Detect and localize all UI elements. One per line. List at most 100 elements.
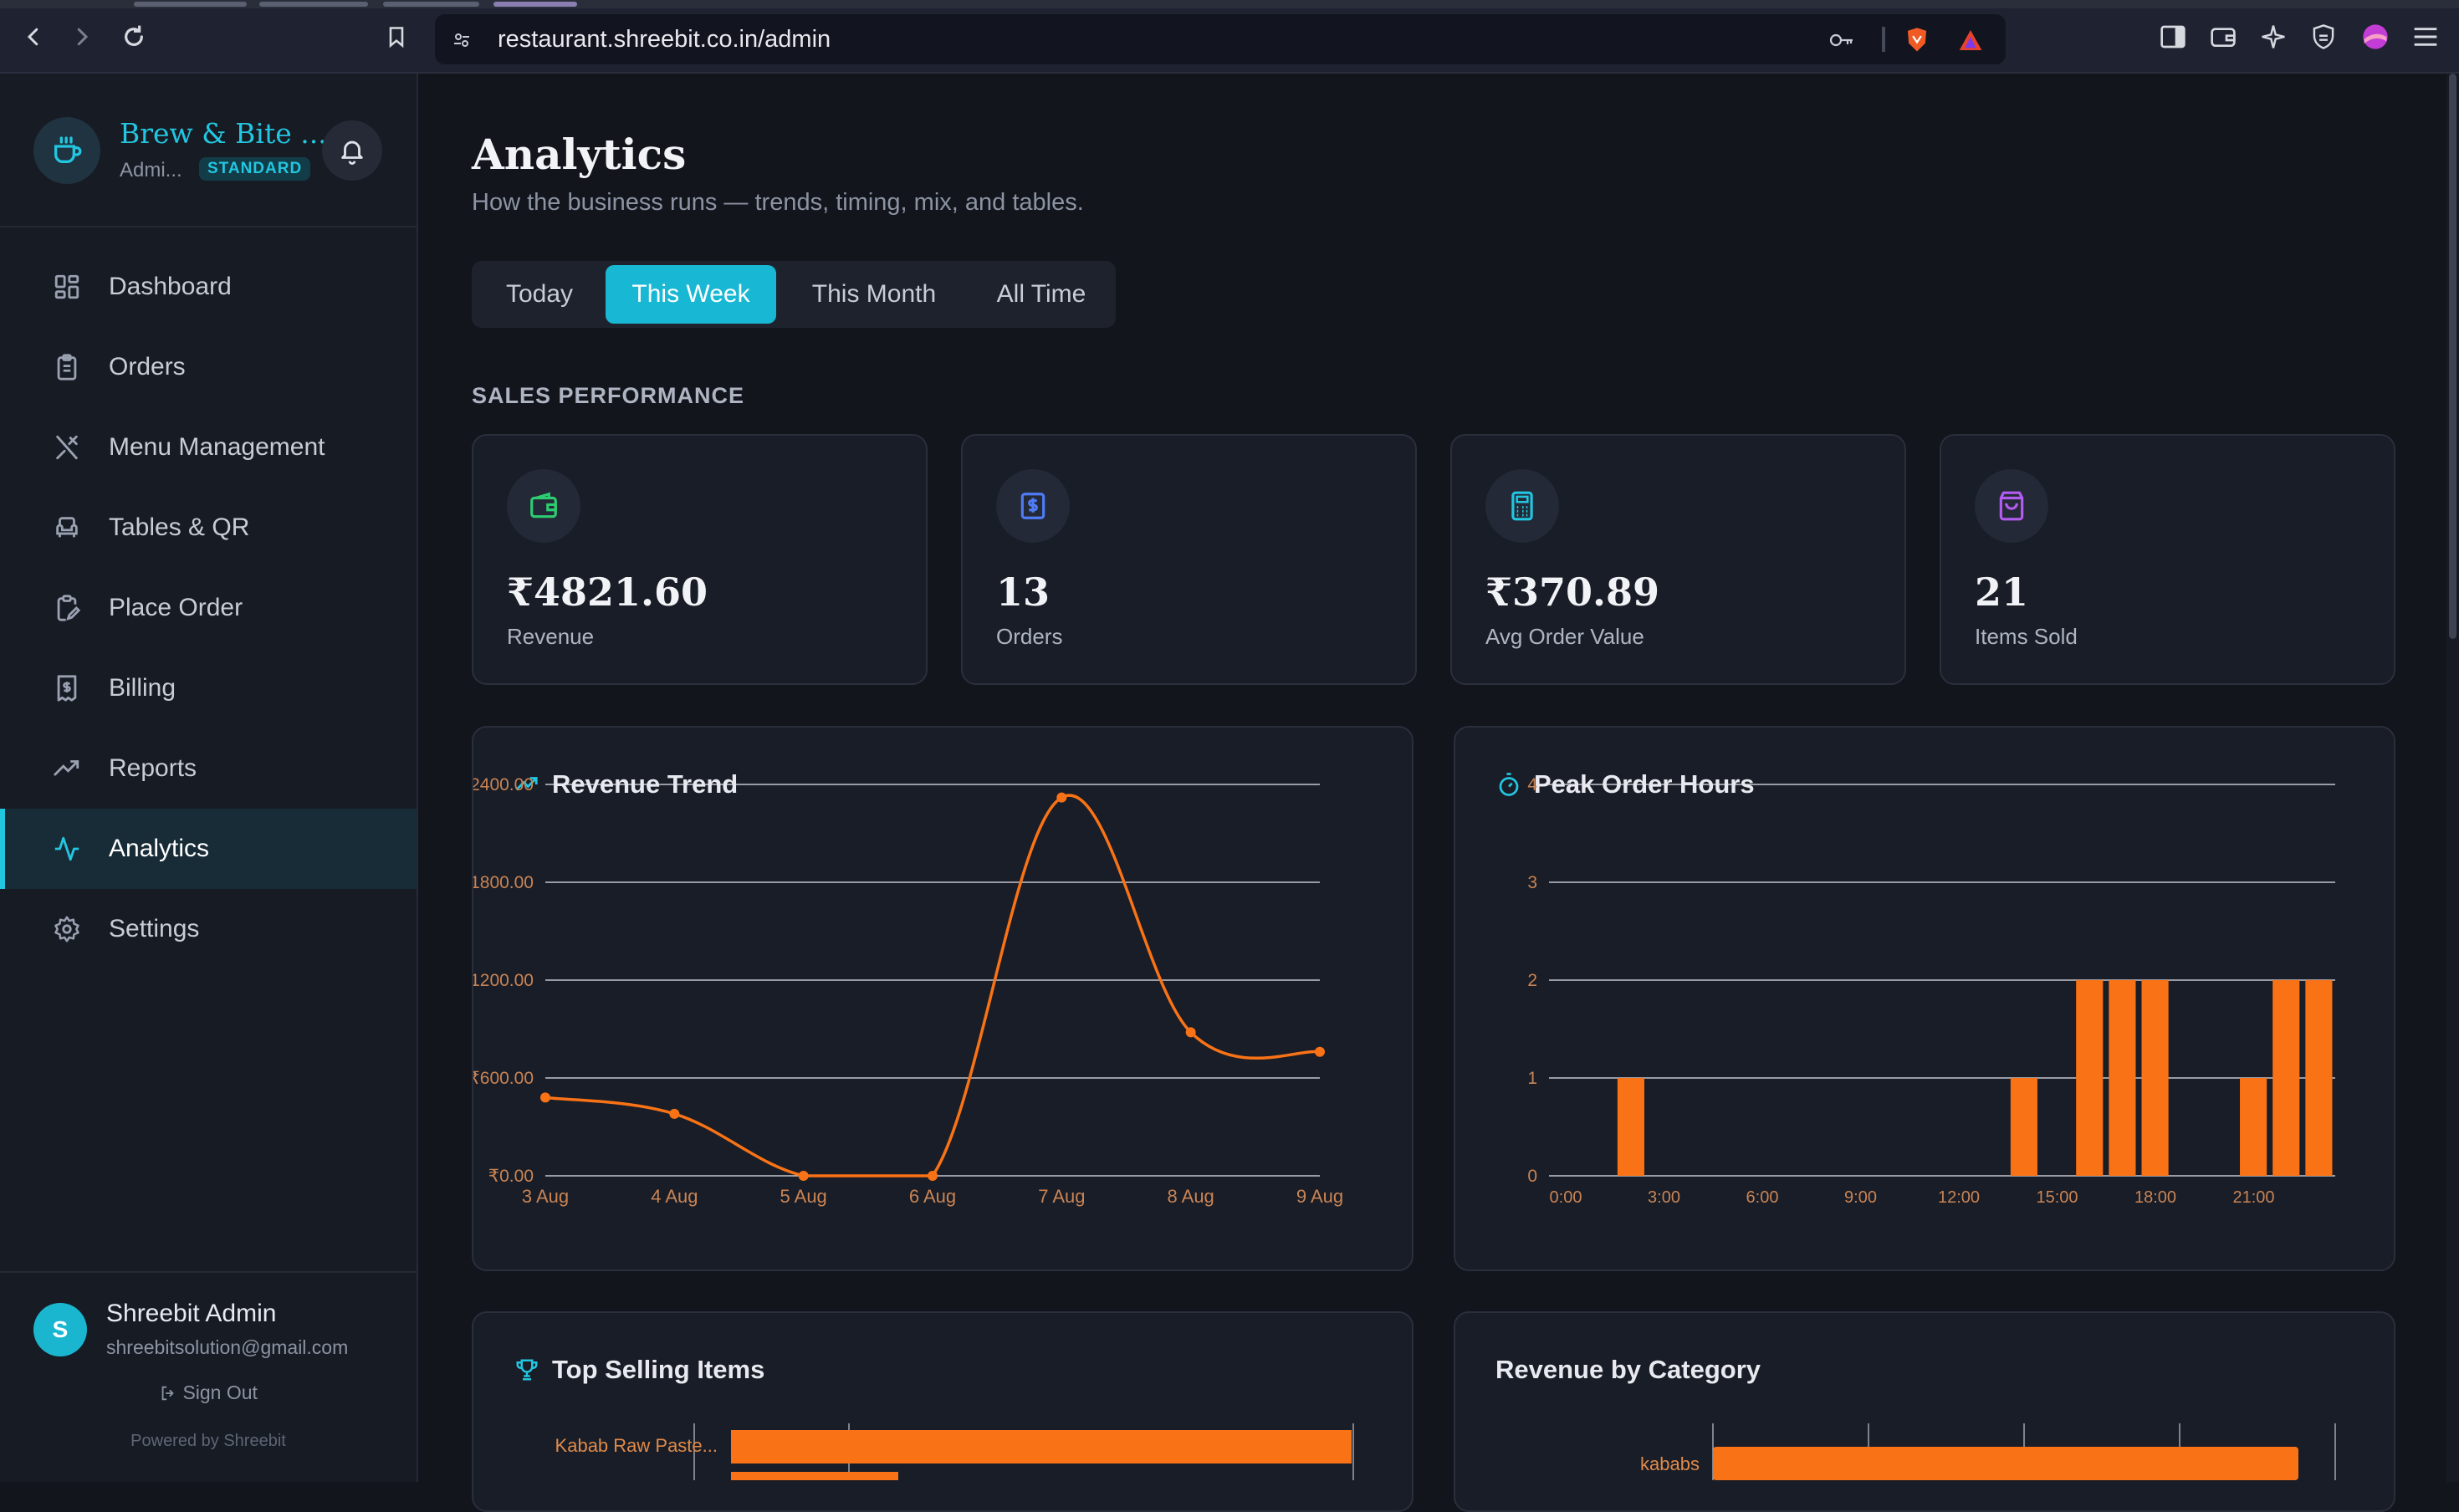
coffee-cup-icon [33, 117, 100, 184]
y-tick-label: 1 [1527, 1069, 1537, 1088]
y-tick-label: ₹600.00 [473, 1069, 534, 1088]
grid-icon [50, 270, 84, 304]
browser-tab-active[interactable] [493, 2, 577, 7]
x-tick-label: 7 Aug [1038, 1186, 1085, 1207]
armchair-icon [50, 511, 84, 544]
data-point [1056, 792, 1067, 803]
browser-tab[interactable] [259, 2, 368, 7]
sidebar-item-reports[interactable]: Reports [0, 728, 417, 809]
sidebar-item-menu-management[interactable]: Menu Management [0, 407, 417, 488]
back-icon[interactable] [15, 18, 52, 55]
x-tick-label: 6:00 [1746, 1188, 1779, 1207]
sidebar-item-dashboard[interactable]: Dashboard [0, 247, 417, 327]
filter-this-month[interactable]: This Month [811, 280, 937, 308]
data-point [798, 1171, 809, 1181]
browser-tab[interactable] [383, 2, 479, 7]
dollar-receipt-icon [996, 469, 1070, 543]
x-tick-label: 18:00 [2134, 1188, 2176, 1207]
bar[interactable] [731, 1472, 898, 1480]
chart-title: Top Selling Items [514, 1355, 764, 1385]
bar [2240, 1078, 2267, 1176]
sidebar-item-label: Menu Management [109, 433, 325, 461]
category-label: kababs [1640, 1453, 1700, 1474]
bar [1617, 1078, 1644, 1176]
user-email: shreebitsolution@gmail.com [106, 1336, 349, 1358]
sidebar-item-tables-qr[interactable]: Tables & QR [0, 488, 417, 568]
sidebar-item-orders[interactable]: Orders [0, 327, 417, 407]
y-tick-label: ₹1800.00 [473, 873, 534, 892]
bar [2076, 980, 2104, 1176]
x-tick-label: 15:00 [2036, 1188, 2078, 1207]
scrollbar[interactable] [2446, 74, 2459, 1482]
leo-ai-icon[interactable] [2258, 22, 2288, 52]
brave-shield-icon[interactable] [1904, 27, 1930, 54]
stat-label: Orders [996, 624, 1063, 649]
peak-hours-chart: 0 1 2 3 4 0:00 3:00 6:00 9:00 12:00 15:00 18:00 21:0… [1527, 775, 2335, 1207]
forward-icon[interactable] [64, 18, 100, 55]
clipboard-icon [50, 350, 84, 384]
x-tick-label: 9:00 [1844, 1188, 1877, 1207]
sidebar-item-label: Settings [109, 915, 200, 942]
bookmark-icon[interactable] [378, 18, 415, 55]
x-tick-label: 21:00 [2232, 1188, 2274, 1207]
sidebar-item-label: Orders [109, 353, 186, 381]
stat-card-orders: 13 Orders [961, 434, 1417, 685]
sidebar-item-place-order[interactable]: Place Order [0, 568, 417, 648]
timer-icon [1495, 771, 1522, 798]
stat-value: 13 [996, 570, 1051, 615]
tab-strip [0, 0, 2459, 8]
calculator-icon [1485, 469, 1559, 543]
data-point [540, 1092, 550, 1103]
stat-card-items-sold: 21 Items Sold [1940, 434, 2395, 685]
vpn-shield-icon[interactable] [2308, 22, 2339, 52]
data-point [669, 1108, 680, 1119]
revenue-trend-card: Revenue Trend ₹0.00₹600.00₹1200.00₹1800.… [472, 726, 1414, 1271]
key-icon[interactable] [1828, 27, 1855, 54]
activity-icon [50, 832, 84, 866]
chart-title-text: Revenue by Category [1495, 1355, 1761, 1384]
filter-today[interactable]: Today [505, 280, 574, 308]
bar[interactable] [1713, 1447, 2298, 1480]
x-tick-label: 6 Aug [909, 1186, 956, 1207]
utensils-icon [50, 431, 84, 464]
profile-avatar-icon[interactable] [2360, 22, 2390, 52]
sidebar-toggle-icon[interactable] [2158, 22, 2188, 52]
stat-label: Avg Order Value [1485, 624, 1644, 649]
top-selling-card: Top Selling Items Kabab Raw Paste... [472, 1311, 1414, 1512]
brand-header: Brew & Bite ... Admi... STANDARD [0, 74, 417, 227]
stat-label: Revenue [507, 624, 595, 649]
filter-this-week[interactable]: This Week [606, 265, 776, 324]
sidebar-item-analytics[interactable]: Analytics [0, 809, 417, 889]
wallet-icon[interactable] [2208, 22, 2238, 52]
browser-tab[interactable] [134, 2, 247, 7]
data-point [1315, 1046, 1325, 1057]
sidebar-item-billing[interactable]: Billing [0, 648, 417, 728]
y-tick-label: ₹1200.00 [473, 971, 534, 990]
address-bar[interactable]: restaurant.shreebit.co.in/admin [435, 14, 2006, 64]
brave-rewards-icon[interactable] [1957, 27, 1984, 54]
series-line [544, 794, 1321, 1177]
bar [2272, 980, 2300, 1176]
menu-icon[interactable] [2410, 22, 2441, 52]
divider [1882, 27, 1885, 52]
url-text[interactable]: restaurant.shreebit.co.in/admin [498, 26, 831, 53]
stat-value: ₹370.89 [1485, 570, 1660, 615]
notifications-bell-icon[interactable] [322, 120, 382, 181]
chart-title-text: Top Selling Items [552, 1355, 765, 1384]
sidebar-item-settings[interactable]: Settings [0, 889, 417, 969]
site-settings-icon[interactable] [448, 27, 475, 54]
sign-out-button[interactable]: Sign Out [0, 1382, 417, 1404]
avatar[interactable]: S [33, 1303, 87, 1356]
x-tick-label: 5 Aug [780, 1186, 827, 1207]
reload-icon[interactable] [115, 18, 152, 55]
chart-title: Revenue by Category [1495, 1355, 1761, 1385]
revenue-by-category-chart: kababs [1640, 1423, 2336, 1480]
page-title: Analytics [472, 130, 687, 179]
user-panel: S Shreebit Admin shreebitsolution@gmail.… [0, 1271, 417, 1482]
browser-toolbar: restaurant.shreebit.co.in/admin [0, 0, 2459, 74]
stat-card-revenue: ₹4821.60 Revenue [472, 434, 928, 685]
filter-all-time[interactable]: All Time [996, 280, 1086, 308]
peak-hours-card: Peak Order Hours 0 1 2 3 4 0:00 3:00 6:00 9:00 12… [1454, 726, 2395, 1271]
sidebar-item-label: Place Order [109, 594, 243, 621]
bar[interactable] [731, 1430, 1352, 1463]
